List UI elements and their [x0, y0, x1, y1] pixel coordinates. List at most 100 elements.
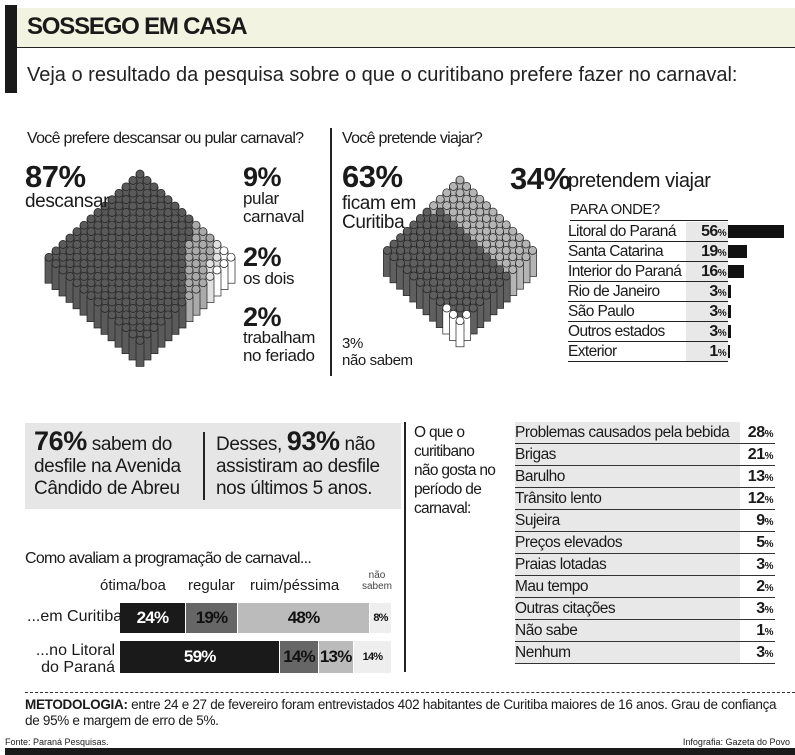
- destination-value: 19%: [686, 242, 728, 264]
- q1-value-os-dois: 2%: [243, 242, 282, 272]
- divider: [404, 422, 406, 672]
- value: 28: [747, 424, 765, 441]
- methodology: METODOLOGIA: entre 24 e 27 de fevereiro …: [25, 697, 793, 729]
- divider: [330, 128, 332, 376]
- value: 3: [709, 323, 718, 340]
- destination-label: Santa Catarina: [568, 243, 664, 260]
- person-mark: [455, 316, 465, 348]
- destination-label: Exterior: [568, 343, 617, 360]
- ratings-bar-curitiba: 24% 19% 48% 8%: [120, 603, 392, 633]
- person-mark: [177, 297, 187, 329]
- unit: %: [764, 495, 774, 506]
- destinations-title: PARA ONDE?: [570, 201, 728, 221]
- row-label-curitiba: ...em Curitiba: [27, 608, 123, 625]
- row-label-litoral: ...no Litoral do Paraná: [27, 642, 115, 676]
- value: 2: [756, 578, 765, 595]
- dislike-label: Barulho: [515, 468, 565, 485]
- dislike-value: 28%: [747, 422, 774, 446]
- dislikes-title-line: curitibano: [414, 443, 475, 460]
- dislike-value: 5%: [756, 532, 773, 556]
- dislike-row: Problemas causados pela bebida 28%: [515, 422, 775, 444]
- q2-label-ficam: ficam em: [342, 193, 416, 214]
- unit: %: [717, 288, 727, 299]
- parade-attendance-value: 93%: [286, 426, 340, 456]
- people-chart-rest: [44, 169, 236, 367]
- q1-label-os-dois: os dois: [243, 269, 295, 288]
- header-band: [17, 8, 795, 48]
- person-mark: [58, 265, 68, 297]
- legend-ruim: ruim/péssima: [250, 577, 340, 594]
- dislike-label: Preços elevados: [515, 534, 623, 551]
- dislike-label: Nenhum: [515, 644, 571, 661]
- destination-row: Exterior 1%: [568, 342, 730, 362]
- dislike-label: Não sabe: [515, 622, 578, 639]
- text: sabem: [362, 581, 393, 592]
- dislike-value: 12%: [748, 488, 774, 512]
- value: 56: [701, 223, 718, 240]
- unit: %: [764, 473, 774, 484]
- unit: %: [717, 348, 727, 359]
- parade-attendance-text: Desses, 93% não assistiram ao desfile nos…: [216, 428, 380, 500]
- destination-bar: [728, 265, 744, 278]
- destination-value: 56%: [686, 222, 728, 244]
- dislike-label: Praias lotadas: [515, 556, 607, 573]
- dislike-row: Brigas 21%: [515, 444, 775, 466]
- person-mark: [396, 258, 405, 290]
- person-mark: [65, 272, 75, 303]
- unit: %: [764, 539, 774, 550]
- footer-divider: [25, 692, 795, 693]
- destination-value: 3%: [686, 322, 728, 344]
- unit: %: [764, 583, 774, 594]
- q1-value-trabalham: 2%: [243, 302, 282, 332]
- dislikes-title-line: carnaval:: [414, 500, 471, 517]
- person-mark: [184, 291, 194, 322]
- dislike-label: Problemas causados pela bebida: [515, 424, 730, 441]
- dislike-value: 3%: [756, 642, 773, 666]
- text: não: [368, 570, 386, 581]
- person-mark: [198, 278, 208, 310]
- text: Desses,: [216, 434, 287, 455]
- text: assistiram ao desfile: [216, 456, 380, 477]
- dislikes-title-line: não gosta no: [414, 462, 496, 479]
- ratings-segment: 24%: [120, 603, 186, 633]
- methodology-label: METODOLOGIA:: [25, 697, 128, 712]
- dislike-row: Preços elevados 5%: [515, 532, 775, 554]
- dislike-row: Nenhum 3%: [515, 642, 775, 664]
- unit: %: [764, 517, 774, 528]
- unit: %: [717, 228, 727, 239]
- unit: %: [717, 308, 727, 319]
- person-mark: [163, 310, 173, 342]
- destination-bar: [728, 285, 731, 298]
- dislike-value: 9%: [756, 510, 773, 534]
- destination-row: Litoral do Paraná 56%: [568, 222, 784, 244]
- dislike-row: Não sabe 1%: [515, 620, 775, 642]
- legend-otima: ótima/boa: [100, 577, 166, 594]
- legend-nao-sabem: não sabem: [362, 570, 392, 592]
- value: 3: [756, 556, 765, 573]
- methodology-text: entre 24 e 27 de fevereiro foram entrevi…: [25, 697, 777, 728]
- value: 13: [747, 468, 765, 485]
- q2-label-nao-sabem: não sabem: [342, 352, 413, 369]
- person-mark: [135, 336, 145, 367]
- ratings-segment: 59%: [120, 641, 281, 673]
- q2-label-viajar: pretendem viajar: [568, 170, 711, 192]
- text: não: [339, 434, 375, 455]
- unit: %: [764, 561, 774, 572]
- dislike-row: Mau tempo 2%: [515, 576, 775, 598]
- q2-value-viajar: 34%: [510, 161, 571, 196]
- legend-regular: regular: [188, 577, 235, 594]
- destination-bar: [728, 225, 784, 238]
- text: desfile na Avenida: [34, 456, 181, 477]
- destination-bar: [728, 345, 730, 358]
- text: nos últimos 5 anos.: [216, 478, 373, 499]
- destination-bar: [728, 305, 731, 318]
- q1-title: Você prefere descansar ou pular carnaval…: [27, 130, 304, 147]
- dislikes-title: O que o curitibano não gosta no período de c…: [414, 423, 496, 518]
- value: 3: [756, 600, 765, 617]
- dislikes-title-line: período de: [414, 481, 482, 498]
- ratings-segment: 13%: [318, 641, 354, 673]
- q1-label-pular: pular: [243, 189, 279, 208]
- person-mark: [508, 265, 518, 296]
- unit: %: [717, 328, 727, 339]
- destination-row: Rio de Janeiro 3%: [568, 282, 731, 302]
